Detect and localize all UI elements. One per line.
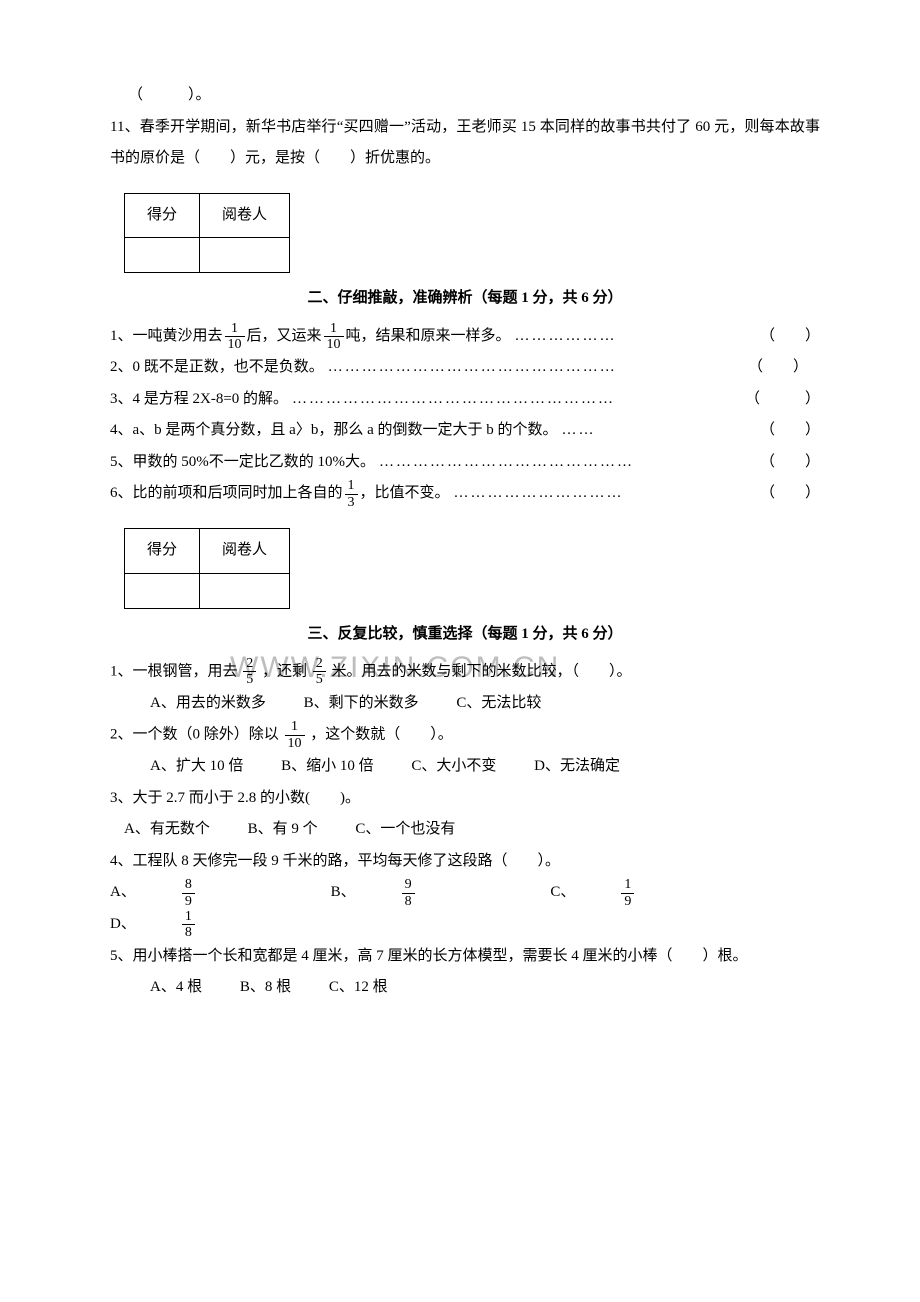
s2-q3: 3、4 是方程 2X-8=0 的解。 ………………………………………………… （… <box>110 384 820 416</box>
opt-b: B、剩下的米数多 <box>304 688 419 720</box>
opt-a: A、89 <box>110 877 283 909</box>
paren: （ ） <box>739 384 820 416</box>
score-cell-empty <box>125 238 200 273</box>
dots: …… <box>557 415 754 447</box>
s3-q5-opts: A、4 根 B、8 根 C、12 根 <box>150 972 820 1004</box>
frac-1-10: 110 <box>225 321 245 353</box>
dots: …………………………………………… <box>324 352 742 384</box>
paren: （ ） <box>754 321 820 353</box>
opt-b: B、有 9 个 <box>248 814 318 846</box>
q11-text: 11、春季开学期间，新华书店举行“买四赠一”活动，王老师买 15 本同样的故事书… <box>110 112 820 175</box>
opt-a: A、用去的米数多 <box>150 688 266 720</box>
s3-q3: 3、大于 2.7 而小于 2.8 的小数( )。 <box>110 783 820 815</box>
s2-q2-text: 2、0 既不是正数，也不是负数。 <box>110 352 324 384</box>
s3-q1-b: ，还剩 <box>262 663 307 679</box>
dots: ………………………… <box>450 478 754 510</box>
score-header-1: 得分 <box>125 193 200 238</box>
score-header-2: 阅卷人 <box>200 529 290 574</box>
opt-a: A、4 根 <box>150 972 202 1004</box>
opt-c: C、无法比较 <box>456 688 541 720</box>
s3-q4: 4、工程队 8 天修完一段 9 千米的路，平均每天修了这段路（ ）。 <box>110 846 820 878</box>
opt-c: C、19 <box>550 877 722 909</box>
frac-1-10: 110 <box>324 321 344 353</box>
score-table-2: 得分 阅卷人 <box>124 528 290 609</box>
section-3-title: 三、反复比较，慎重选择（每题 1 分，共 6 分） <box>110 619 820 651</box>
s2-q1-c: 吨，结果和原来一样多。 <box>346 321 511 353</box>
opt-b: B、98 <box>331 877 503 909</box>
s3-q1-opts: A、用去的米数多 B、剩下的米数多 C、无法比较 <box>150 688 820 720</box>
s3-q2-opts: A、扩大 10 倍 B、缩小 10 倍 C、大小不变 D、无法确定 <box>150 751 820 783</box>
s3-q3-opts: A、有无数个 B、有 9 个 C、一个也没有 <box>124 814 820 846</box>
dots: ……………… <box>511 321 754 353</box>
dots: ……………………………………… <box>375 447 754 479</box>
frac-2-5: 25 <box>313 656 326 688</box>
s2-q5: 5、甲数的 50%不一定比乙数的 10%大。 ……………………………………… （… <box>110 447 820 479</box>
s3-q1-a: 1、一根钢管，用去 <box>110 663 238 679</box>
s3-q1-c: 米。用去的米数与剩下的米数比较，（ ）。 <box>332 663 632 679</box>
s2-q2: 2、0 既不是正数，也不是负数。 …………………………………………… （ ） <box>110 352 820 384</box>
s2-q5-text: 5、甲数的 50%不一定比乙数的 10%大。 <box>110 447 375 479</box>
opt-b: B、缩小 10 倍 <box>281 751 374 783</box>
q10-tail: （ ）。 <box>128 80 820 112</box>
paren: （ ） <box>754 415 820 447</box>
score-cell-empty <box>125 573 200 608</box>
opt-c: C、12 根 <box>329 972 388 1004</box>
score-table-1: 得分 阅卷人 <box>124 193 290 274</box>
s3-q1: 1、一根钢管，用去 25 ，还剩 25 米。用去的米数与剩下的米数比较，（ ）。 <box>110 656 820 688</box>
score-header-2: 阅卷人 <box>200 193 290 238</box>
s3-q5: 5、用小棒搭一个长和宽都是 4 厘米，高 7 厘米的长方体模型，需要长 4 厘米… <box>110 941 820 973</box>
document-body: （ ）。 11、春季开学期间，新华书店举行“买四赠一”活动，王老师买 15 本同… <box>110 80 820 1004</box>
opt-d: D、无法确定 <box>534 751 620 783</box>
paren: （ ） <box>742 352 820 384</box>
opt-b: B、8 根 <box>240 972 291 1004</box>
frac-2-5: 25 <box>243 656 256 688</box>
paren: （ ） <box>754 447 820 479</box>
opt-c: C、大小不变 <box>411 751 496 783</box>
s2-q6-a: 6、比的前项和后项同时加上各自的 <box>110 478 343 510</box>
s2-q3-text: 3、4 是方程 2X-8=0 的解。 <box>110 384 288 416</box>
frac-1-10: 110 <box>285 719 305 751</box>
opt-a: A、扩大 10 倍 <box>150 751 243 783</box>
s3-q2-b: ，这个数就（ ）。 <box>310 727 453 743</box>
opt-a: A、有无数个 <box>124 814 210 846</box>
section-2-title: 二、仔细推敲，准确辨析（每题 1 分，共 6 分） <box>110 283 820 315</box>
opt-c: C、一个也没有 <box>355 814 455 846</box>
score-header-1: 得分 <box>125 529 200 574</box>
score-cell-empty <box>200 238 290 273</box>
s2-q1-a: 1、一吨黄沙用去 <box>110 321 223 353</box>
s2-q1-b: 后，又运来 <box>247 321 322 353</box>
s2-q4-text: 4、a、b 是两个真分数，且 a〉b，那么 a 的倒数一定大于 b 的个数。 <box>110 415 557 447</box>
opt-d: D、18 <box>110 909 283 941</box>
s3-q2-a: 2、一个数（0 除外）除以 <box>110 727 279 743</box>
dots: ………………………………………………… <box>288 384 739 416</box>
s3-q2: 2、一个数（0 除外）除以 110 ，这个数就（ ）。 <box>110 719 820 751</box>
paren: （ ） <box>754 478 820 510</box>
score-cell-empty <box>200 573 290 608</box>
s2-q4: 4、a、b 是两个真分数，且 a〉b，那么 a 的倒数一定大于 b 的个数。 …… <box>110 415 820 447</box>
s2-q1: 1、一吨黄沙用去 110 后，又运来 110 吨，结果和原来一样多。 ……………… <box>110 321 820 353</box>
s3-q4-opts: A、89 B、98 C、19 D、18 <box>110 877 820 941</box>
s2-q6-b: ，比值不变。 <box>360 478 450 510</box>
frac-1-3: 13 <box>345 478 358 510</box>
s2-q6: 6、比的前项和后项同时加上各自的 13 ，比值不变。 ………………………… （ … <box>110 478 820 510</box>
